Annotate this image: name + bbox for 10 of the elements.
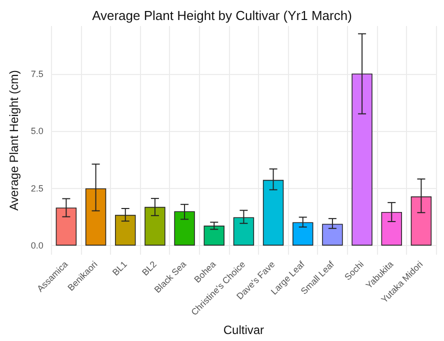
- y-tick-label: 2.5: [30, 183, 44, 194]
- bar: [204, 226, 224, 246]
- y-tick-label: 5.0: [30, 126, 44, 136]
- x-tick-label: BL2: [140, 259, 158, 278]
- y-tick-label: 7.5: [30, 69, 44, 80]
- chart-title: Average Plant Height by Cultivar (Yr1 March): [92, 8, 352, 23]
- x-tick-label: BL1: [110, 259, 129, 278]
- y-tick-label: 0.0: [30, 240, 44, 251]
- x-axis-title: Cultivar: [223, 323, 264, 337]
- y-axis-title: Average Plant Height (cm): [7, 70, 21, 211]
